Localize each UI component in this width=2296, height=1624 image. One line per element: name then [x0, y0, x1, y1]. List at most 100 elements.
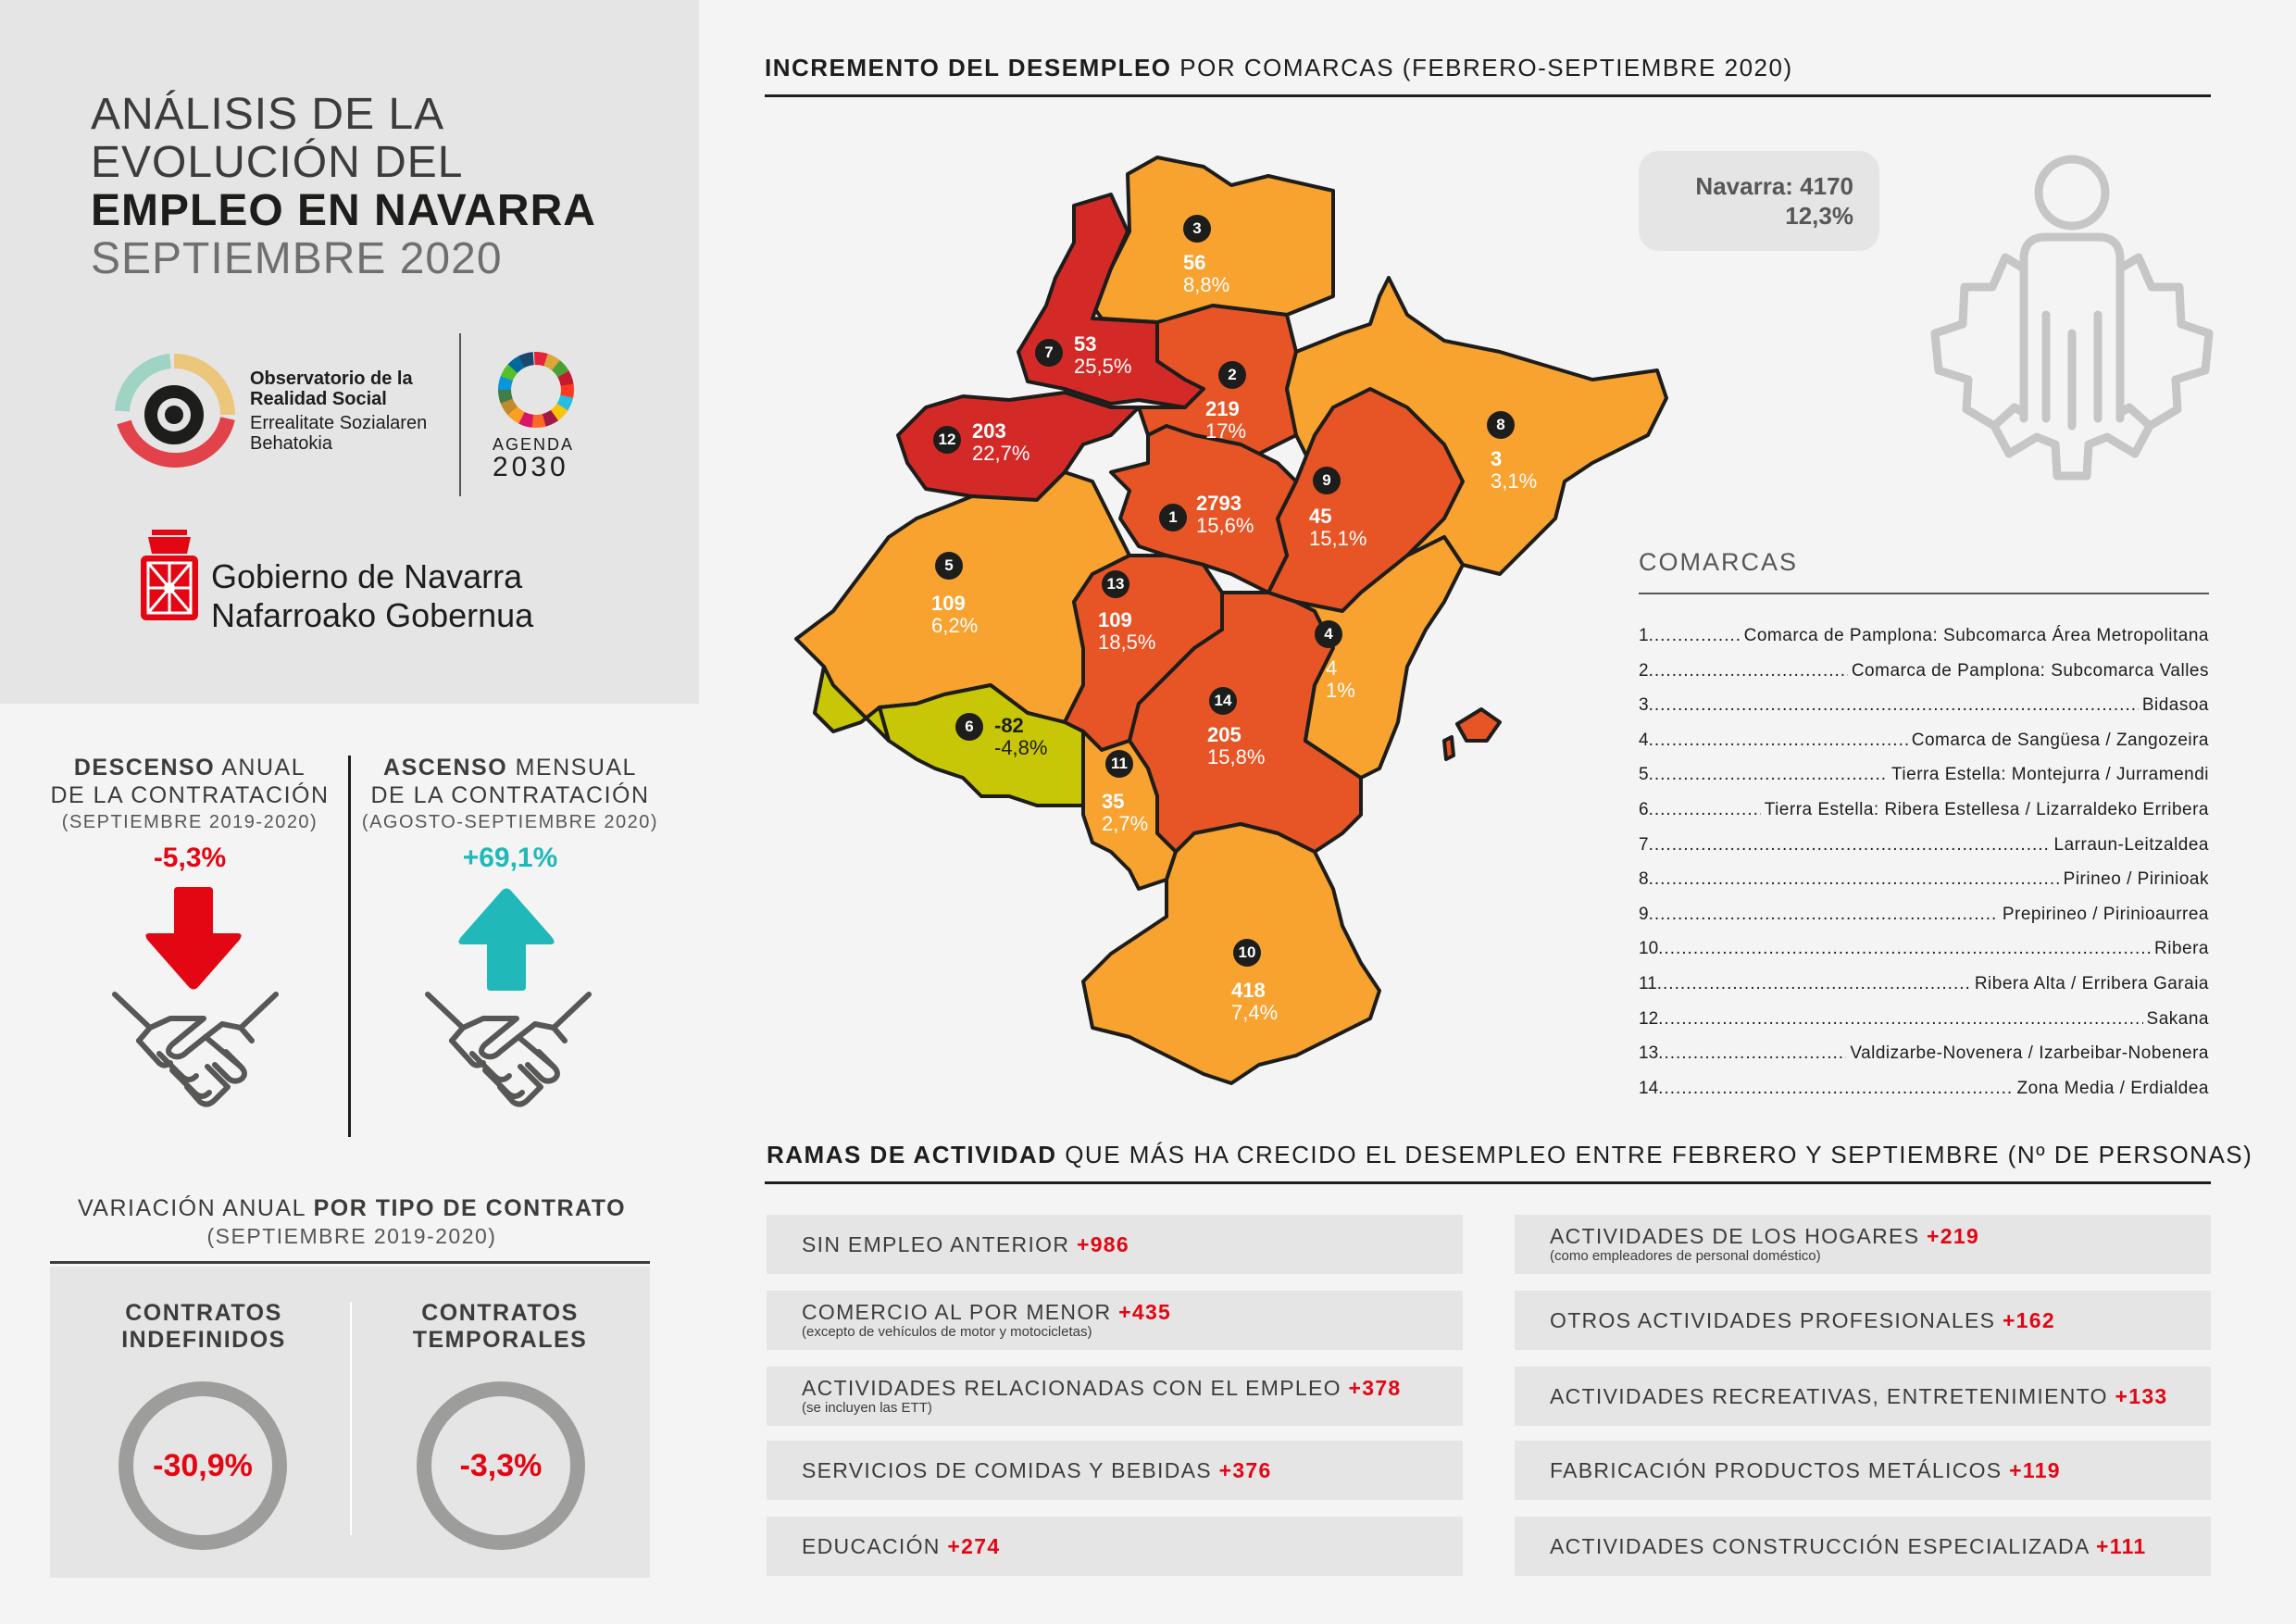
rama-label: EDUCACIÓN [802, 1534, 941, 1558]
rama-bar: EDUCACIÓN +274 [767, 1517, 1463, 1576]
map-label-5: 109 6,2% [931, 592, 979, 637]
rama-value: +133 [2115, 1384, 2168, 1408]
tipo-contrato-rule [50, 1261, 650, 1264]
descenso-title: DESCENSO ANUAL DE LA CONTRATACIÓN [50, 755, 330, 808]
rama-bar: FABRICACIÓN PRODUCTOS METÁLICOS +119 [1515, 1441, 2211, 1500]
rama-label-line: SERVICIOS DE COMIDAS Y BEBIDAS +376 [802, 1458, 1463, 1482]
rama-label-line: ACTIVIDADES RELACIONADAS CON EL EMPLEO +… [802, 1376, 1463, 1400]
descenso-value: -5,3% [153, 843, 227, 873]
map-num-4: 4 [1315, 620, 1342, 648]
temporales-label: CONTRATOS TEMPORALES [412, 1300, 588, 1353]
map-num-14: 14 [1209, 687, 1237, 715]
map-label-1: 2793 15,6% [1196, 492, 1254, 537]
map-label-12: 203 22,7% [972, 419, 1030, 465]
map-num-9: 9 [1313, 467, 1341, 494]
comarca-name: Ribera Alta / Erribera Garaia [1974, 974, 2209, 993]
comarca-name: Bidasoa [2141, 695, 2209, 716]
navarra-comarcas-map [794, 156, 1668, 1085]
comarca-leader-dots [1658, 1043, 1846, 1064]
comarca-number: 9 [1639, 904, 1649, 924]
rama-label-line: SIN EMPLEO ANTERIOR +986 [802, 1232, 1463, 1256]
descenso-subtitle: (SEPTIEMBRE 2019-2020) [61, 812, 318, 832]
navarra-total-box: Navarra: 4170 12,3% [1639, 151, 1879, 251]
map-num-10: 10 [1233, 939, 1261, 967]
rama-label-line: COMERCIO AL POR MENOR +435 [802, 1300, 1463, 1324]
indefinidos-ring: -30,9% [119, 1381, 287, 1550]
map-num-1: 1 [1159, 504, 1187, 531]
comarca-leader-dots [1649, 835, 2051, 856]
comarca-leader-dots [1658, 939, 2151, 959]
ascenso-subtitle: (AGOSTO-SEPTIEMBRE 2020) [361, 812, 659, 832]
comarca-row: 14 Zona Media / Erdialdea [1639, 1079, 2209, 1101]
comarca-leader-dots [1658, 1079, 2013, 1099]
rama-sublabel: (se incluyen las ETT) [802, 1400, 932, 1416]
comarca-name: Valdizarbe-Novenera / Izarbeibar-Nobener… [1850, 1043, 2209, 1064]
map-label-9: 45 15,1% [1309, 505, 1367, 550]
rama-label: ACTIVIDADES RECREATIVAS, ENTRETENIMIENTO [1550, 1384, 2108, 1408]
ramas-title: RAMAS DE ACTIVIDAD QUE MÁS HA CRECIDO EL… [767, 1141, 2253, 1168]
map-title-rule [765, 94, 2211, 97]
comarca-row: 9 Prepirineo / Pirinioaurrea [1639, 905, 2209, 927]
map-region-6-west [813, 665, 891, 743]
agenda-2030-wheel-icon [497, 352, 575, 428]
gobierno-name-eu: Nafarroako Gobernua [211, 596, 534, 634]
title-line-3: EMPLEO EN NAVARRA [91, 186, 596, 235]
comarca-row: 4 Comarca de Sangüesa / Zangozeira [1639, 731, 2209, 753]
map-title: INCREMENTO DEL DESEMPLEO POR COMARCAS (F… [765, 54, 1793, 81]
rama-value: +111 [2096, 1534, 2147, 1558]
comarca-row: 11 Ribera Alta / Erribera Garaia [1639, 974, 2209, 996]
rama-bar: OTROS ACTIVIDADES PROFESIONALES +162 [1515, 1291, 2211, 1350]
rama-label: COMERCIO AL POR MENOR [802, 1300, 1112, 1324]
comarca-name: Larraun-Leitzaldea [2053, 834, 2209, 855]
handshake-icon [112, 992, 279, 1107]
comarca-name: Zona Media / Erdialdea [2016, 1078, 2209, 1098]
comarca-number: 12 [1639, 1008, 1659, 1029]
comarca-number: 10 [1639, 939, 1659, 959]
map-label-3: 56 8,8% [1183, 251, 1230, 296]
rama-label: SIN EMPLEO ANTERIOR [802, 1232, 1070, 1256]
tipo-contrato-divider [350, 1302, 352, 1535]
handshake-icon [425, 992, 592, 1107]
comarca-leader-dots [1649, 695, 2139, 716]
comarca-row: 8 Pirineo / Pirinioak [1639, 869, 2209, 892]
rama-label-line: EDUCACIÓN +274 [802, 1534, 1463, 1558]
comarca-number: 5 [1639, 765, 1649, 785]
comarca-name: Ribera [2154, 939, 2209, 959]
header-panel: ANÁLISIS DE LA EVOLUCIÓN DEL EMPLEO EN N… [0, 0, 699, 704]
comarca-row: 10 Ribera [1639, 939, 2209, 961]
comarca-number: 6 [1639, 800, 1649, 819]
map-num-3: 3 [1183, 215, 1211, 243]
observatorio-name-4: Behatokia [250, 433, 332, 454]
comarca-leader-dots [1649, 661, 1848, 681]
map-num-13: 13 [1102, 570, 1129, 598]
comarca-leader-dots [1649, 731, 1908, 751]
comarca-name: Pirineo / Pirinioak [2063, 869, 2209, 890]
rama-bar: ACTIVIDADES RELACIONADAS CON EL EMPLEO +… [767, 1367, 1463, 1426]
comarca-number: 13 [1639, 1043, 1659, 1064]
comarcas-rule [1639, 593, 2209, 594]
rama-value: +435 [1118, 1300, 1172, 1324]
tipo-contrato-title: VARIACIÓN ANUAL POR TIPO DE CONTRATO [77, 1195, 627, 1221]
observatorio-name-2: Realidad Social [250, 389, 387, 409]
rama-label-line: FABRICACIÓN PRODUCTOS METÁLICOS +119 [1550, 1458, 2211, 1482]
comarca-number: 11 [1639, 974, 1657, 993]
comarca-row: 7 Larraun-Leitzaldea [1639, 835, 2209, 857]
map-label-10: 418 7,4% [1231, 979, 1279, 1024]
rama-label: FABRICACIÓN PRODUCTOS METÁLICOS [1550, 1458, 2003, 1482]
comarca-row: 12 Sakana [1639, 1009, 2209, 1031]
title-line-4: SEPTIEMBRE 2020 [91, 234, 503, 283]
comarca-leader-dots [1649, 626, 1741, 646]
rama-sublabel: (como empleadores de personal doméstico) [1550, 1248, 1821, 1264]
agenda-word: AGENDA [493, 435, 575, 454]
comarca-number: 8 [1639, 869, 1649, 890]
map-num-6: 6 [955, 713, 983, 741]
navarra-coat-of-arms-icon [141, 530, 198, 620]
comarcas-title: COMARCAS [1639, 548, 1799, 576]
map-label-2: 219 17% [1205, 397, 1247, 443]
gobierno-name-es: Gobierno de Navarra [211, 557, 523, 595]
comarca-row: 3 Bidasoa [1639, 695, 2209, 718]
map-label-14: 205 15,8% [1207, 723, 1266, 768]
comarca-name: Tierra Estella: Montejurra / Jurramendi [1891, 765, 2209, 785]
rama-label: ACTIVIDADES DE LOS HOGARES [1550, 1224, 1920, 1248]
comarca-name: Sakana [2146, 1008, 2209, 1029]
